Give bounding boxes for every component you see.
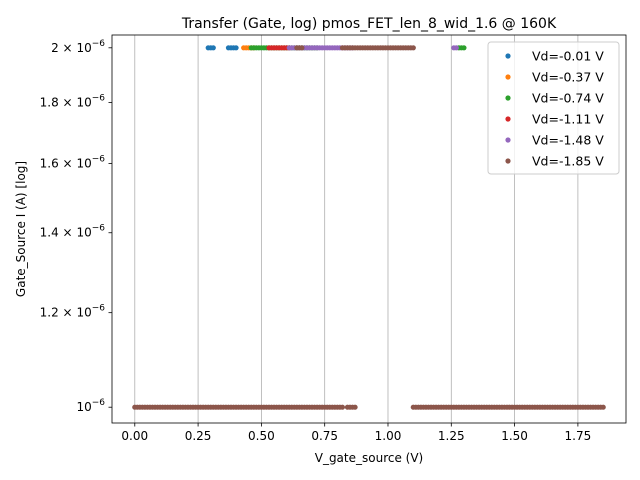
y-tick-label: 1.6 × 10−6: [40, 155, 106, 171]
legend-marker: [505, 158, 511, 164]
x-tick-label: 0.00: [121, 429, 148, 443]
chart-title: Transfer (Gate, log) pmos_FET_len_8_wid_…: [181, 16, 557, 32]
data-point: [410, 45, 416, 51]
legend-marker: [505, 74, 511, 80]
y-tick-mantissa: 1.8 ×: [40, 95, 77, 109]
legend-marker: [505, 95, 511, 101]
series-points: [132, 45, 606, 410]
series-points: [205, 45, 239, 51]
y-tick-exponent: −6: [92, 304, 106, 314]
data-point: [210, 45, 216, 51]
y-tick-label: 10−6: [76, 398, 105, 414]
legend-label: Vd=-0.37 V: [532, 70, 604, 85]
y-tick-mantissa: 2 ×: [51, 41, 76, 55]
x-tick-label: 1.75: [565, 429, 592, 443]
data-point: [233, 45, 239, 51]
data-point: [339, 404, 346, 410]
x-tick-label: 1.00: [375, 429, 402, 443]
legend: Vd=-0.01 V Vd=-0.37 V Vd=-0.74 V Vd=-1.11 V…: [487, 41, 620, 175]
y-tick-exponent: −6: [92, 224, 106, 234]
x-tick-label: 1.50: [501, 429, 528, 443]
y-tick-base: 10: [76, 157, 91, 171]
x-axis-label: V_gate_source (V): [315, 451, 424, 465]
y-tick-mantissa: 1.4 ×: [40, 226, 77, 240]
y-tick-exponent: −6: [92, 398, 106, 408]
legend-items: Vd=-0.01 V Vd=-0.37 V Vd=-0.74 V Vd=-1.11 V…: [505, 49, 604, 169]
y-tick-mantissa: 1.2 ×: [40, 306, 77, 320]
data-point: [461, 45, 467, 51]
legend-label: Vd=-0.74 V: [532, 91, 604, 106]
x-axis-ticks: 0.00 0.25 0.50 0.75 1.00 1.25 1.50 1.75: [121, 423, 591, 443]
y-tick-base: 10: [76, 95, 91, 109]
legend-marker: [505, 53, 511, 59]
y-axis-label: Gate_Source I (A) [log]: [14, 161, 28, 297]
y-axis-ticks: 10−61.2 × 10−61.4 × 10−61.6 × 10−61.8 × …: [40, 39, 112, 414]
y-tick-base: 10: [76, 41, 91, 55]
y-tick-mantissa: 1.6 ×: [40, 157, 77, 171]
y-tick-label: 1.2 × 10−6: [40, 304, 106, 320]
legend-box: [487, 41, 620, 175]
x-tick-label: 0.75: [311, 429, 338, 443]
data-points: [132, 45, 606, 410]
y-tick-base: 10: [76, 306, 91, 320]
legend-marker: [505, 116, 511, 122]
y-tick-exponent: −6: [92, 93, 106, 103]
data-point: [453, 45, 459, 51]
y-tick-label: 1.8 × 10−6: [40, 93, 106, 109]
y-tick-base: 10: [76, 400, 91, 414]
y-tick-base: 10: [76, 226, 91, 240]
data-point: [352, 404, 358, 410]
legend-label: Vd=-1.48 V: [532, 133, 604, 148]
x-tick-label: 0.25: [185, 429, 212, 443]
plot-frame: [111, 34, 627, 424]
legend-label: Vd=-1.11 V: [532, 112, 604, 127]
y-tick-exponent: −6: [92, 39, 106, 49]
x-tick-label: 1.25: [438, 429, 465, 443]
legend-label: Vd=-0.01 V: [532, 49, 604, 64]
data-point: [299, 45, 305, 51]
x-tick-label: 0.50: [248, 429, 275, 443]
y-tick-exponent: −6: [92, 155, 106, 165]
legend-marker: [505, 137, 511, 143]
y-tick-label: 2 × 10−6: [51, 39, 105, 55]
y-tick-label: 1.4 × 10−6: [40, 224, 106, 240]
data-point: [600, 404, 606, 410]
legend-label: Vd=-1.85 V: [532, 154, 604, 169]
